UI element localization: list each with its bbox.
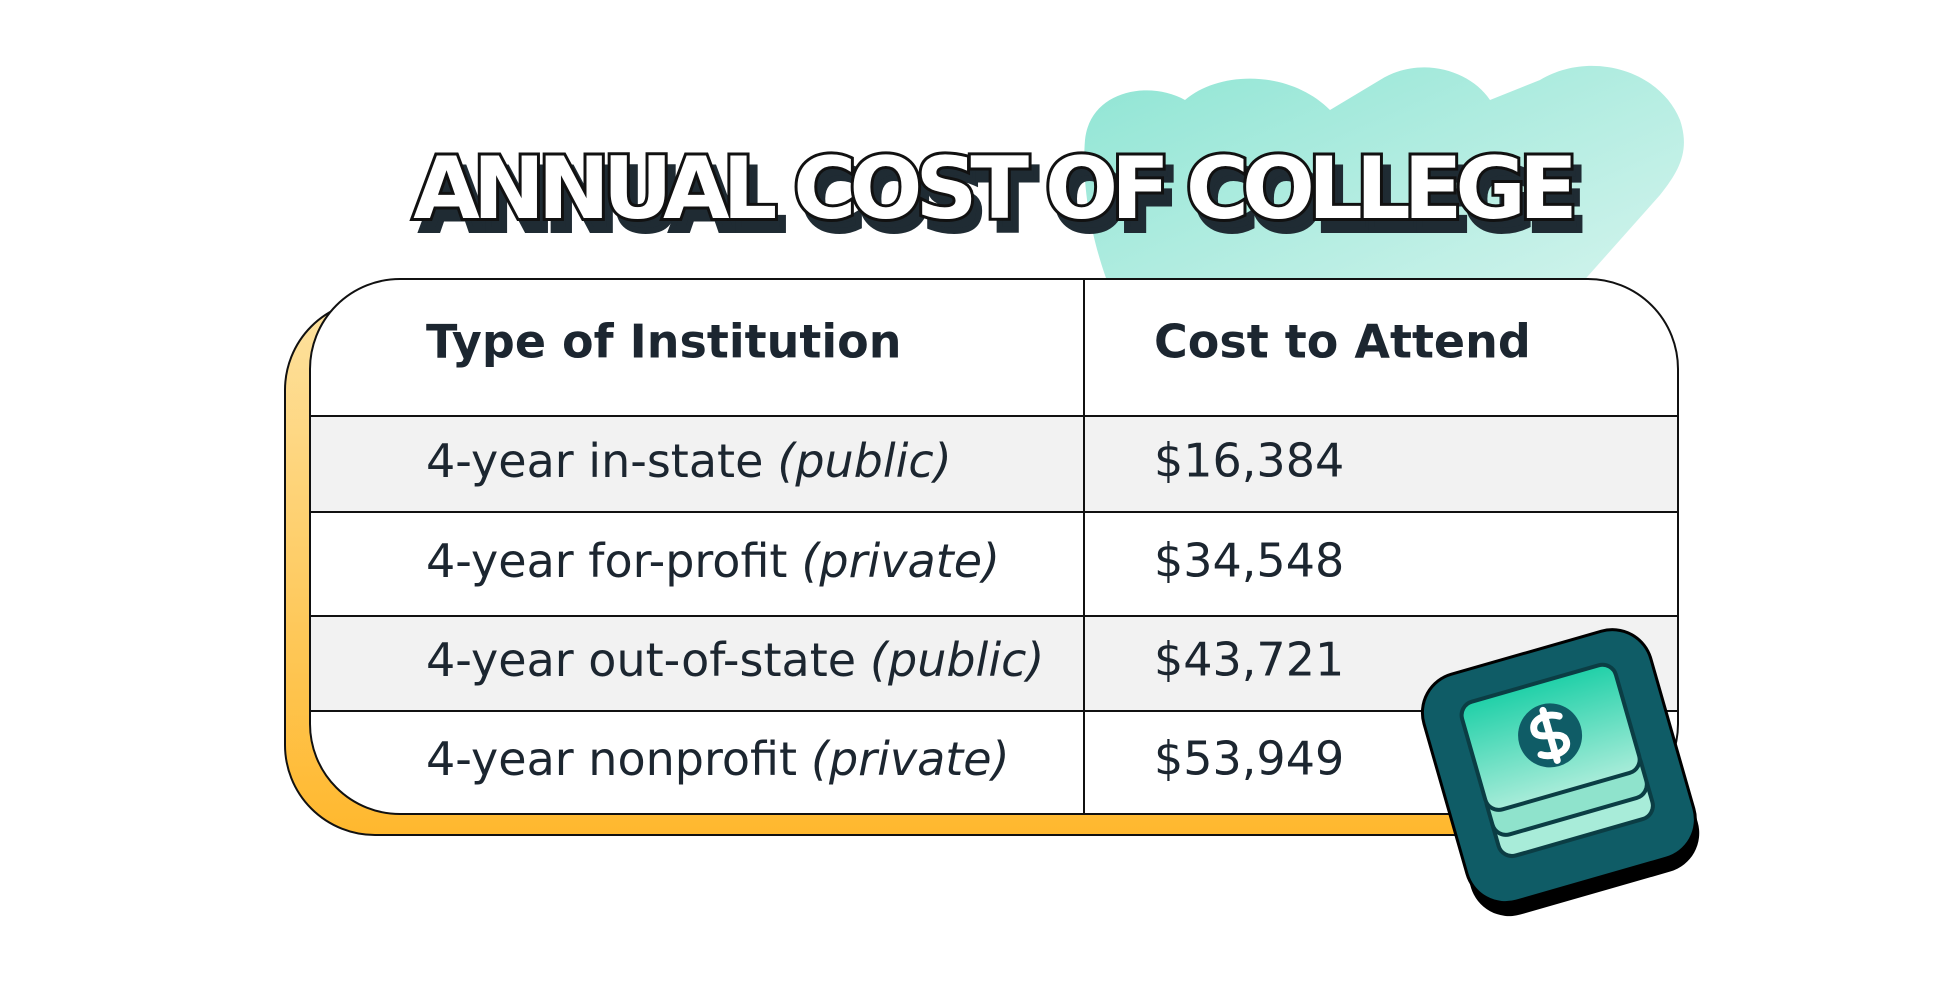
institution-qualifier: (public) [777,434,951,488]
institution-type: 4-year nonprofit [426,732,797,786]
title-shadow: ANNUAL COST OF COLLEGE [421,151,1580,251]
table-lines [310,279,1678,814]
institution-qualifier: (private) [801,534,1000,588]
cost-cell: $53,949 [1154,732,1344,786]
cost-cell: $43,721 [1154,633,1344,687]
institution-type: 4-year in-state [426,434,763,488]
column-header: Type of Institution [426,315,902,369]
table-border [309,278,1679,815]
institution-cell: 4-year for-profit (private) [426,534,1000,588]
cost-cell: $34,548 [1154,534,1344,588]
title: ANNUAL COST OF COLLEGE [413,139,1572,239]
row-band [310,416,1678,512]
institution-cell: 4-year out-of-state (public) [426,633,1044,687]
institution-type: 4-year out-of-state [426,633,856,687]
column-header: Cost to Attend [1154,315,1531,369]
institution-cell: 4-year nonprofit (private) [426,732,1010,786]
table: Type of Institution Cost to Attend 4-year … [426,315,1531,786]
money-icon [1420,628,1700,917]
institution-qualifier: (public) [870,633,1044,687]
institution-type: 4-year for-profit [426,534,787,588]
institution-cell: 4-year in-state (public) [426,434,952,488]
cost-cell: $16,384 [1154,434,1344,488]
decor-blob [1084,65,1684,330]
institution-qualifier: (private) [811,732,1010,786]
